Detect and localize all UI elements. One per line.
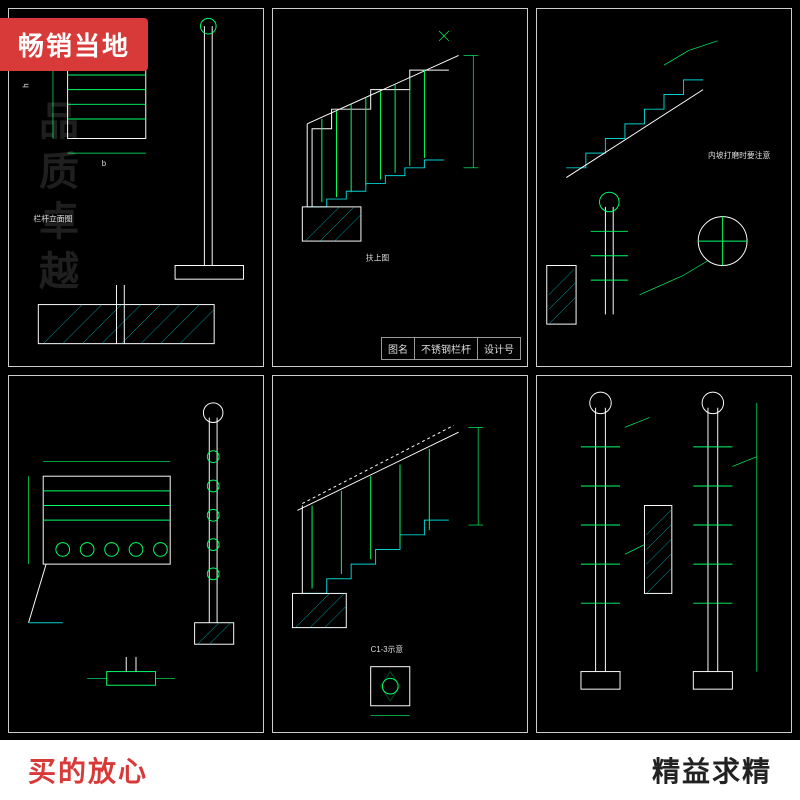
quality-stamp-text: 品质卓越 (26, 100, 84, 300)
bottom-left-text: 买的放心 (28, 750, 148, 790)
title-block-right: 设计号 (478, 338, 520, 359)
drawing-bl (9, 376, 263, 733)
panel-top-center: 扶上图 图名 不锈钢栏杆 设计号 (272, 8, 528, 367)
drawing-tc: 扶上图 (273, 9, 527, 366)
drawing-br (537, 376, 791, 733)
bc-label: C1-3示意 (371, 644, 404, 654)
panel-bottom-left (8, 375, 264, 734)
promo-badge-text: 畅销当地 (18, 31, 130, 61)
promo-badge: 畅销当地 (0, 18, 148, 71)
quality-stamp: 品质卓越 (0, 70, 110, 330)
drawing-bc: C1-3示意 (273, 376, 527, 733)
title-block-label: 图名 (382, 338, 415, 359)
title-block-value: 不锈钢栏杆 (415, 338, 478, 359)
panel-bottom-right (536, 375, 792, 734)
tr-note: 内坡打磨时要注意 (708, 150, 771, 160)
bottom-right-text: 精益求精 (652, 750, 772, 790)
title-block: 图名 不锈钢栏杆 设计号 (381, 337, 521, 360)
bottom-bar: 买的放心 精益求精 (0, 740, 800, 800)
drawing-tr: 内坡打磨时要注意 (537, 9, 791, 366)
cad-drawing-grid: h 栏杆立面图 b (0, 0, 800, 740)
panel-top-right: 内坡打磨时要注意 (536, 8, 792, 367)
panel-bottom-center: C1-3示意 (272, 375, 528, 734)
tc-label: 扶上图 (366, 253, 390, 263)
